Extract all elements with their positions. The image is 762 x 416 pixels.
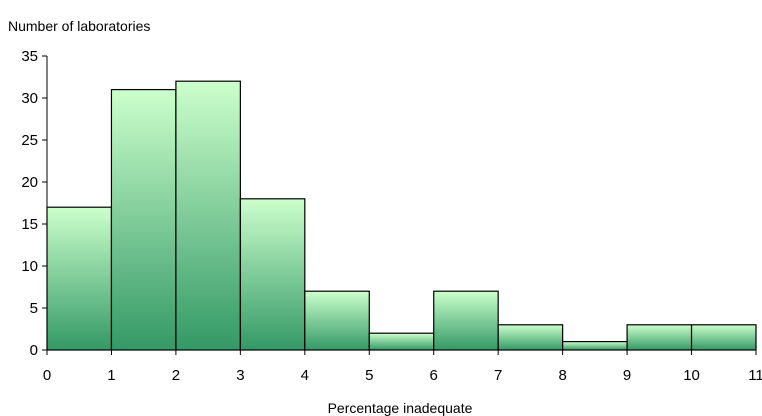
- bar-6: [433, 290, 499, 351]
- y-tick-label-7: 35: [21, 48, 38, 65]
- x-tick-label-9: 9: [623, 367, 631, 384]
- x-tick-label-5: 5: [365, 367, 373, 384]
- bar-0: [46, 206, 113, 351]
- x-tick-label-3: 3: [236, 367, 244, 384]
- y-tick-label-2: 10: [21, 258, 38, 275]
- x-tick-label-8: 8: [558, 367, 566, 384]
- axes-group: [42, 55, 757, 355]
- bars-group: [46, 80, 757, 351]
- bar-8: [562, 341, 628, 351]
- y-axis-title: Number of laboratories: [8, 18, 150, 34]
- x-tick-label-7: 7: [494, 367, 502, 384]
- bar-5: [368, 332, 435, 351]
- x-tick-label-4: 4: [301, 367, 309, 384]
- bar-1: [110, 88, 177, 351]
- tick-labels-group: 0 5 10 15 20 25 30 35 0 1 2 3 4 5 6 7 8 9 10 11: [21, 48, 762, 384]
- y-tick-label-5: 25: [21, 132, 38, 149]
- y-tick-label-0: 0: [30, 342, 38, 359]
- x-axis-title: Percentage inadequate: [328, 400, 473, 416]
- x-tick-label-11: 11: [748, 367, 762, 384]
- x-tick-label-1: 1: [107, 367, 115, 384]
- bar-9: [626, 324, 693, 351]
- bar-7: [497, 324, 564, 351]
- bar-10: [690, 324, 757, 351]
- y-tick-label-1: 5: [30, 300, 38, 317]
- y-tick-label-6: 30: [21, 90, 38, 107]
- bar-4: [304, 290, 370, 351]
- y-tick-label-4: 20: [21, 174, 38, 191]
- bar-3: [239, 198, 306, 351]
- x-tick-label-6: 6: [430, 367, 438, 384]
- x-tick-label-2: 2: [172, 367, 180, 384]
- bar-2: [175, 80, 241, 351]
- x-tick-label-0: 0: [43, 367, 51, 384]
- y-tick-label-3: 15: [21, 216, 38, 233]
- x-tick-label-10: 10: [683, 367, 700, 384]
